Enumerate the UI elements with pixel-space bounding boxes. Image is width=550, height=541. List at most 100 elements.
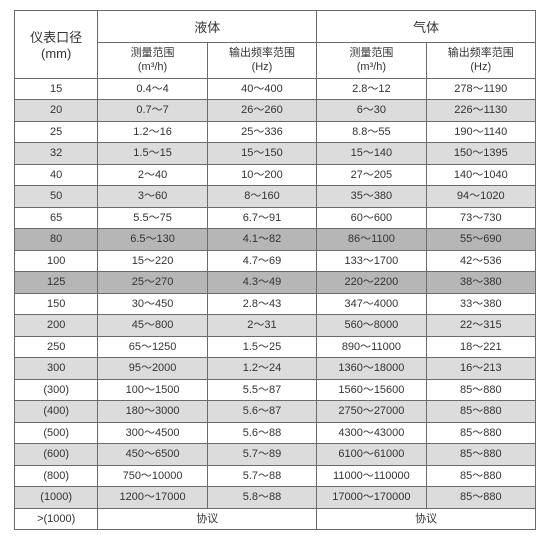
cell-gf: 278～1190 [426, 78, 535, 100]
cell-gf: 94～1020 [426, 186, 535, 208]
cell-dia: (600) [15, 444, 98, 466]
cell-gr: 2750～27000 [317, 401, 426, 423]
cell-gr: 27～205 [317, 164, 426, 186]
cell-gr: 11000～110000 [317, 465, 426, 487]
table-row: >(1000)协议协议 [15, 508, 536, 530]
cell-dia: 20 [15, 100, 98, 122]
cell-gf: 38～380 [426, 272, 535, 294]
cell-gr: 86～1100 [317, 229, 426, 251]
table-row: 10015～2204.7～69133～170042～536 [15, 250, 536, 272]
cell-lr: 750～10000 [98, 465, 207, 487]
cell-lf: 26～260 [207, 100, 316, 122]
cell-lr: 5.5～75 [98, 207, 207, 229]
table-row: 150.4～440～4002.8～12278～1190 [15, 78, 536, 100]
table-row: 200.7～726～2606～30226～1130 [15, 100, 536, 122]
cell-gr: 4300～43000 [317, 422, 426, 444]
cell-dia: (300) [15, 379, 98, 401]
cell-gr: 6100～61000 [317, 444, 426, 466]
cell-gf: 85～880 [426, 444, 535, 466]
cell-lf: 2.8～43 [207, 293, 316, 315]
cell-lf: 4.7～69 [207, 250, 316, 272]
cell-gf: 150～1395 [426, 143, 535, 165]
cell-gr: 17000～170000 [317, 487, 426, 509]
cell-lr: 3～60 [98, 186, 207, 208]
cell-lr: 180～3000 [98, 401, 207, 423]
table-row: (600)450～65005.7～896100～6100085～880 [15, 444, 536, 466]
cell-lf: 5.6～87 [207, 401, 316, 423]
table-row: 806.5～1304.1～8286～110055～690 [15, 229, 536, 251]
cell-lr: 0.4～4 [98, 78, 207, 100]
cell-gf: 55～690 [426, 229, 535, 251]
cell-liquid-merged: 协议 [98, 508, 317, 530]
cell-dia: 250 [15, 336, 98, 358]
cell-gr: 2.8～12 [317, 78, 426, 100]
cell-lr: 25～270 [98, 272, 207, 294]
cell-lr: 65～1250 [98, 336, 207, 358]
cell-lr: 6.5～130 [98, 229, 207, 251]
table-row: (300)100～15005.5～871560～1560085～880 [15, 379, 536, 401]
table-row: (1000)1200～170005.8～8817000～17000085～880 [15, 487, 536, 509]
cell-gr: 1360～18000 [317, 358, 426, 380]
cell-gf: 85～880 [426, 487, 535, 509]
cell-gr: 1560～15600 [317, 379, 426, 401]
cell-dia: 125 [15, 272, 98, 294]
cell-gr: 8.8～55 [317, 121, 426, 143]
cell-gf: 73～730 [426, 207, 535, 229]
cell-dia: 300 [15, 358, 98, 380]
cell-lf: 10～200 [207, 164, 316, 186]
cell-lr: 1200～17000 [98, 487, 207, 509]
cell-lf: 1.5～25 [207, 336, 316, 358]
cell-dia: 65 [15, 207, 98, 229]
cell-gr: 220～2200 [317, 272, 426, 294]
cell-lf: 2～31 [207, 315, 316, 337]
cell-gf: 16～213 [426, 358, 535, 380]
cell-gf: 85～880 [426, 401, 535, 423]
cell-dia: 100 [15, 250, 98, 272]
table-row: 25065～12501.5～25890～1100018～221 [15, 336, 536, 358]
cell-gr: 133～1700 [317, 250, 426, 272]
cell-dia: 80 [15, 229, 98, 251]
cell-lf: 5.8～88 [207, 487, 316, 509]
cell-gr: 35～380 [317, 186, 426, 208]
cell-lf: 1.2～24 [207, 358, 316, 380]
cell-lr: 300～4500 [98, 422, 207, 444]
cell-gr: 60～600 [317, 207, 426, 229]
table-row: (500)300～45005.6～884300～4300085～880 [15, 422, 536, 444]
cell-lf: 25～336 [207, 121, 316, 143]
cell-dia: (800) [15, 465, 98, 487]
table-row: 20045～8002～31560～800022～315 [15, 315, 536, 337]
spec-table: 仪表口径 (mm) 液体 气体 测量范围 (m³/h) 输出频率范围 (Hz) … [14, 10, 536, 530]
cell-gf: 42～536 [426, 250, 535, 272]
cell-lf: 5.6～88 [207, 422, 316, 444]
cell-lr: 2～40 [98, 164, 207, 186]
cell-dia: (500) [15, 422, 98, 444]
cell-lr: 100～1500 [98, 379, 207, 401]
header-liquid-freq: 输出频率范围 (Hz) [207, 43, 316, 79]
header-diameter: 仪表口径 (mm) [15, 11, 98, 79]
table-row: 15030～4502.8～43347～400033～380 [15, 293, 536, 315]
cell-dia: 25 [15, 121, 98, 143]
cell-lr: 1.5～15 [98, 143, 207, 165]
table-row: 503～608～16035～38094～1020 [15, 186, 536, 208]
cell-gf: 85～880 [426, 465, 535, 487]
cell-gas-merged: 协议 [317, 508, 536, 530]
cell-dia: (1000) [15, 487, 98, 509]
cell-gr: 15～140 [317, 143, 426, 165]
cell-gf: 85～880 [426, 379, 535, 401]
cell-lf: 5.7～89 [207, 444, 316, 466]
cell-dia: 40 [15, 164, 98, 186]
cell-lf: 4.3～49 [207, 272, 316, 294]
cell-lf: 40～400 [207, 78, 316, 100]
cell-lr: 0.7～7 [98, 100, 207, 122]
cell-gf: 190～1140 [426, 121, 535, 143]
cell-gf: 18～221 [426, 336, 535, 358]
cell-lf: 5.5～87 [207, 379, 316, 401]
cell-gr: 347～4000 [317, 293, 426, 315]
table-row: 12525～2704.3～49220～220038～380 [15, 272, 536, 294]
table-row: 402～4010～20027～205140～1040 [15, 164, 536, 186]
cell-lf: 15～150 [207, 143, 316, 165]
cell-lf: 4.1～82 [207, 229, 316, 251]
cell-gr: 6～30 [317, 100, 426, 122]
table-row: 251.2～1625～3368.8～55190～1140 [15, 121, 536, 143]
header-gas-range: 测量范围 (m³/h) [317, 43, 426, 79]
